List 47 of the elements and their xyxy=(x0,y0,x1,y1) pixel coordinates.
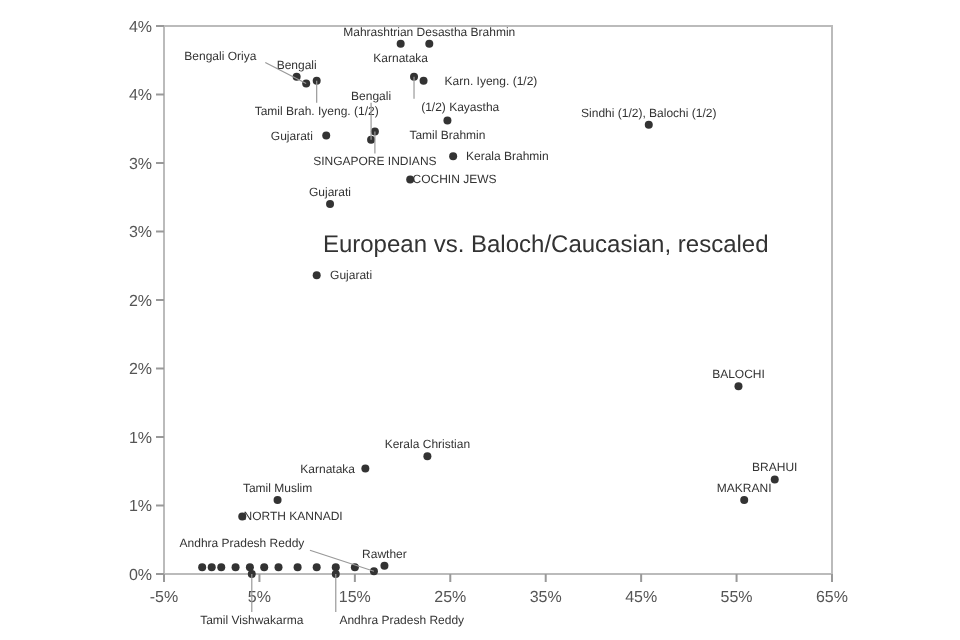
point xyxy=(449,152,458,161)
y-tick-label: 1% xyxy=(128,428,152,447)
point xyxy=(396,39,405,48)
x-tick-label: 45% xyxy=(625,588,658,606)
x-tick-label: 5% xyxy=(247,588,271,606)
point xyxy=(198,563,207,572)
y-tick-label: 4% xyxy=(128,86,152,105)
x-tick-label: 25% xyxy=(434,588,467,606)
point xyxy=(331,570,340,578)
point xyxy=(425,39,434,48)
point xyxy=(322,131,331,140)
text: European vs. Baloch/Caucasian, rescaled xyxy=(322,230,769,259)
point xyxy=(419,76,428,85)
point xyxy=(293,563,302,572)
point xyxy=(740,496,749,505)
y-tick-label: 1% xyxy=(128,497,152,516)
point xyxy=(207,563,216,572)
y-tick-label: 2% xyxy=(128,360,152,379)
x-tick-label: 35% xyxy=(529,588,562,606)
x-tick-label: 15% xyxy=(338,588,371,606)
point xyxy=(423,452,432,461)
point xyxy=(380,561,389,570)
point xyxy=(217,563,226,572)
y-tick-label: 4% xyxy=(128,17,152,36)
point xyxy=(326,200,335,209)
x-tick-label: 55% xyxy=(720,588,753,606)
point xyxy=(443,116,452,125)
point xyxy=(245,563,254,572)
point xyxy=(231,563,240,572)
point xyxy=(734,382,743,391)
point xyxy=(361,464,370,473)
point xyxy=(331,563,340,572)
x-tick-label: -5% xyxy=(149,588,179,606)
y-tick-label: 3% xyxy=(128,154,152,173)
y-tick-label: 0% xyxy=(128,565,152,584)
x-tick-label: 65% xyxy=(815,588,849,606)
point xyxy=(312,76,321,85)
y-tick-label: 3% xyxy=(128,223,152,242)
point xyxy=(770,475,779,484)
point xyxy=(260,563,269,572)
point xyxy=(247,570,256,578)
point xyxy=(273,496,282,505)
point xyxy=(274,563,283,572)
y-tick-label: 2% xyxy=(128,291,152,310)
point xyxy=(312,563,321,572)
point xyxy=(312,271,321,280)
point xyxy=(644,120,653,129)
